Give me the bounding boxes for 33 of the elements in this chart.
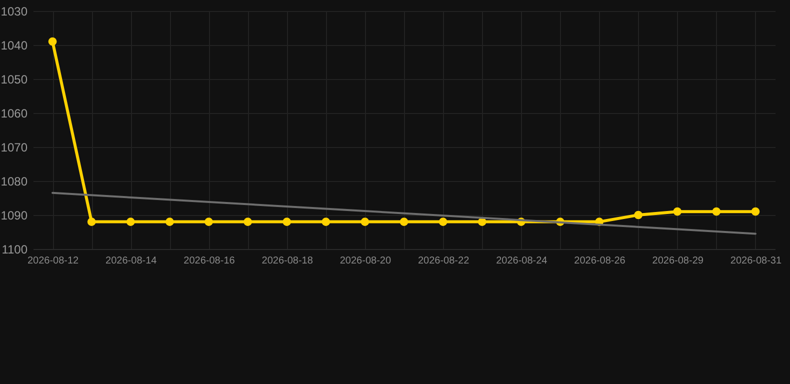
y-tick-label: 1040	[0, 38, 28, 52]
x-tick-label: 2026-08-31	[730, 256, 782, 266]
y-tick-label: 1080	[0, 174, 28, 188]
x-tick-label: 2026-08-24	[496, 256, 548, 266]
x-tick-label: 2026-08-20	[340, 256, 392, 266]
x-tick-label: 2026-08-18	[262, 256, 314, 266]
point	[126, 218, 135, 226]
y-tick-label: 1050	[0, 72, 28, 86]
y-tick-label: 1060	[0, 106, 28, 120]
point	[400, 218, 408, 226]
y-tick-label: 1100	[2, 242, 28, 256]
point	[751, 207, 760, 216]
point	[204, 218, 213, 226]
y-tick-label: 1030	[0, 4, 28, 18]
point	[282, 218, 292, 226]
point	[244, 218, 252, 226]
point	[712, 207, 721, 216]
x-tick-label: 2026-08-14	[106, 256, 158, 266]
x-tick-label: 2026-08-26	[574, 256, 626, 266]
y-tick-label: 1090	[0, 208, 28, 222]
point	[166, 218, 174, 226]
y-tick-label: 1070	[0, 140, 28, 154]
point	[673, 207, 682, 216]
point	[48, 37, 57, 46]
point	[634, 210, 642, 220]
x-tick-label: 2026-08-12	[27, 256, 80, 266]
point	[322, 218, 330, 226]
x-tick-label: 2026-08-22	[418, 256, 470, 266]
x-tick-label: 2026-08-16	[184, 256, 236, 266]
x-tick-label: 2026-08-29	[652, 256, 704, 266]
point	[360, 218, 370, 226]
point	[87, 218, 96, 226]
point	[438, 218, 448, 226]
